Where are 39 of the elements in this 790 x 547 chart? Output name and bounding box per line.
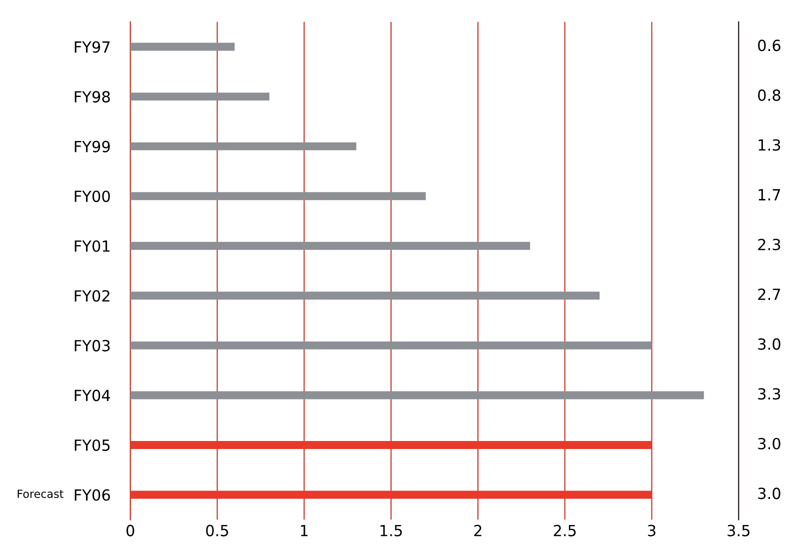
- bar: [130, 42, 235, 51]
- x-tick-label: 2: [474, 524, 482, 536]
- y-tick-label: FY02: [74, 290, 110, 302]
- y-tick-label: FY04: [74, 390, 110, 402]
- x-tick-label: 2.5: [554, 524, 576, 536]
- data-label: 3.0: [758, 338, 780, 350]
- bar: [130, 92, 270, 101]
- x-tick-label: 0.5: [206, 524, 228, 536]
- data-label: 1.7: [758, 189, 780, 200]
- y-tick-label: FY97: [74, 41, 110, 53]
- y-tick-label: FY98: [74, 91, 110, 103]
- x-tick-label: 0: [126, 524, 134, 536]
- data-label: 3.0: [758, 488, 780, 500]
- text: Forecast: [18, 490, 64, 498]
- x-tick-label: 1: [300, 524, 308, 536]
- data-label: 2.3: [758, 238, 780, 250]
- bar: [130, 192, 426, 200]
- x-tick-label: 3: [648, 524, 656, 536]
- bar: [130, 341, 652, 350]
- y-tick-label: FY03: [74, 340, 110, 352]
- data-label: 1.3: [758, 139, 780, 151]
- data-label: 2.7: [758, 288, 780, 300]
- bar: [130, 292, 600, 300]
- data-label: 0.6: [758, 40, 780, 52]
- x-tick-label: 1.5: [380, 524, 402, 536]
- y-tick-label: FY99: [74, 140, 110, 152]
- bar: [130, 441, 652, 449]
- bar: [130, 391, 704, 400]
- x-tick-label: 3.5: [728, 524, 750, 536]
- bar: [130, 490, 652, 499]
- y-tick-label: FY05: [74, 439, 110, 452]
- data-label: 0.8: [758, 89, 780, 101]
- y-tick-label: FY01: [74, 240, 110, 252]
- bar: [130, 242, 530, 250]
- data-label: 3.0: [758, 438, 780, 450]
- bar: [130, 142, 356, 150]
- y-tick-label: FY00: [74, 190, 110, 202]
- data-label: 3.3: [758, 388, 780, 400]
- y-tick-label: FY06: [74, 489, 110, 501]
